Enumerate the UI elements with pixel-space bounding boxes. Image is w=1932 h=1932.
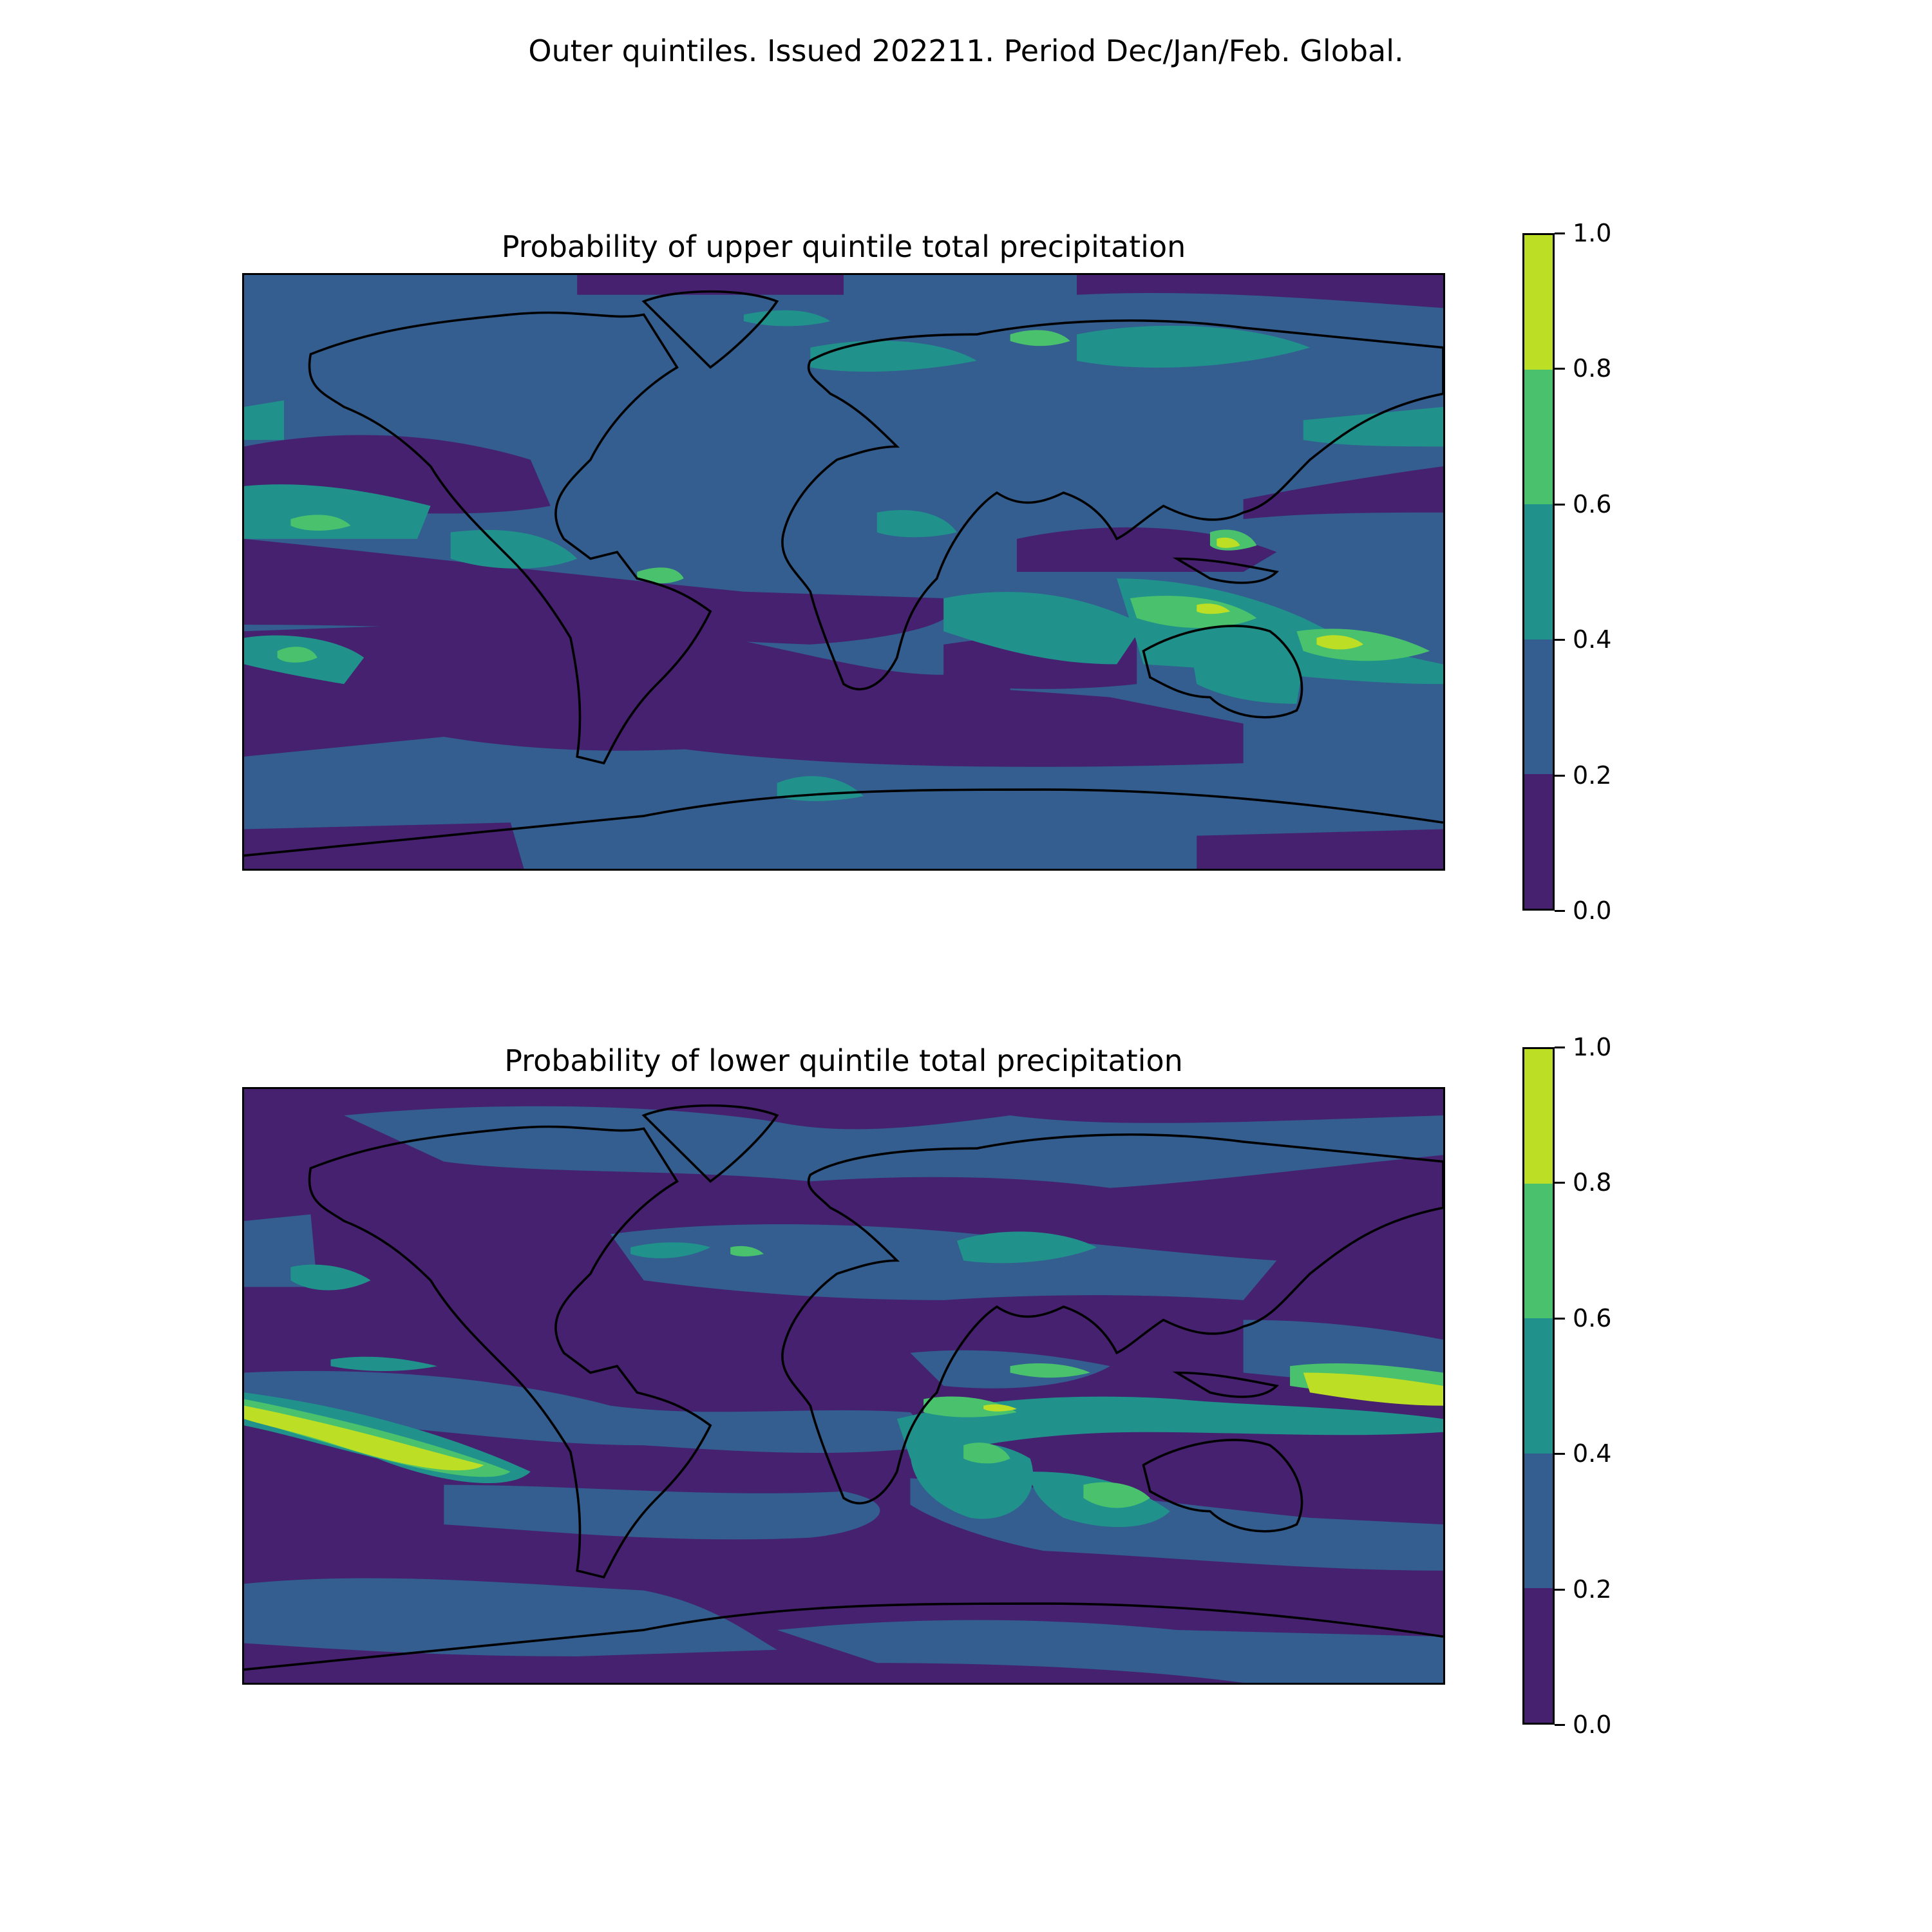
upper-colorbar-segment-0.8-1.0 [1524,234,1553,370]
lower-colorbar-segment-0.2-0.4 [1524,1453,1553,1588]
lower-colorbar-segment-0.6-0.8 [1524,1184,1553,1319]
lower-very-high-regions [244,1372,1443,1471]
upper-coastlines [244,290,1443,857]
lower-colorbar [1522,1047,1555,1725]
upper-cbar-tick-label: 0.4 [1573,625,1612,654]
figure-suptitle: Outer quintiles. Issued 202211. Period D… [528,33,1404,68]
lower-colorbar-segment-0-0.2 [1524,1587,1553,1723]
upper-cbar-tick-label: 0.0 [1573,896,1612,925]
upper-colorbar-segment-0-0.2 [1524,773,1553,909]
lower-colorbar-segment-0.4-0.6 [1524,1318,1553,1454]
upper-cbar-tick-label: 0.2 [1573,761,1612,790]
upper-colorbar-ticks: 0.0 0.2 0.4 0.6 0.8 1.0 [1555,219,1658,925]
upper-cbar-tick-label: 0.6 [1573,489,1612,518]
upper-colorbar-segment-0.2-0.4 [1524,639,1553,774]
upper-panel-title: Probability of upper quintile total prec… [501,229,1186,264]
upper-cbar-tick-label: 0.8 [1573,354,1612,383]
lower-colorbar-segment-0.8-1.0 [1524,1048,1553,1184]
upper-quintile-map [242,273,1445,871]
lower-cbar-tick-label: 0.4 [1573,1439,1612,1468]
lower-colorbar-ticks: 0.0 0.2 0.4 0.6 0.8 1.0 [1555,1033,1658,1739]
lower-cbar-tick-label: 0.0 [1573,1710,1612,1739]
lower-cbar-tick-label: 0.2 [1573,1575,1612,1604]
upper-colorbar-segment-0.6-0.8 [1524,370,1553,505]
upper-colorbar-segment-0.4-0.6 [1524,504,1553,639]
lower-cbar-tick-label: 0.8 [1573,1168,1612,1197]
upper-colorbar [1522,233,1555,911]
lower-cbar-tick-label: 1.0 [1573,1033,1612,1061]
lower-cbar-tick-label: 0.6 [1573,1303,1612,1332]
lower-coastlines [244,1104,1443,1671]
lower-panel-title: Probability of lower quintile total prec… [504,1043,1183,1078]
upper-cbar-tick-label: 1.0 [1573,219,1612,247]
upper-very-high-probability-regions [1197,537,1363,650]
lower-quintile-map [242,1087,1445,1685]
